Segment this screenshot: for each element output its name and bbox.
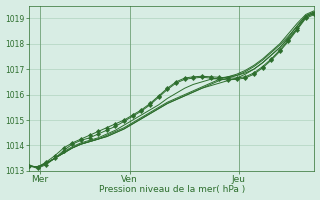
- X-axis label: Pression niveau de la mer( hPa ): Pression niveau de la mer( hPa ): [99, 185, 245, 194]
